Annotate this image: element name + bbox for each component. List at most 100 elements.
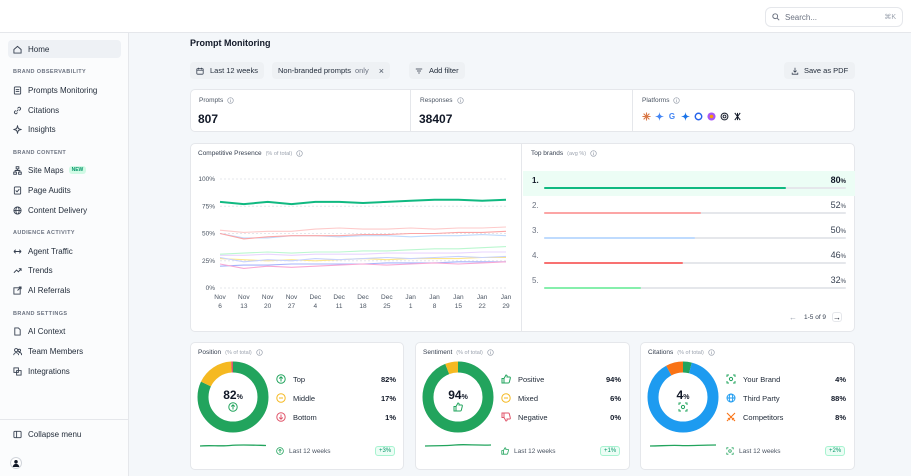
grok-icon[interactable]: [732, 111, 742, 121]
sidebar-item-content-delivery[interactable]: Content Delivery: [8, 201, 121, 219]
x-tick-label: Jan 22: [477, 294, 488, 310]
brand-row[interactable]: 2. 52%: [523, 196, 855, 221]
search-input[interactable]: Search... ⌘K: [765, 7, 903, 27]
info-icon[interactable]: [487, 349, 494, 356]
prompts-label: Prompts: [199, 97, 234, 104]
prompt-filter-chip[interactable]: Non-branded prompts only ×: [272, 62, 390, 79]
copilot-icon[interactable]: [693, 111, 703, 121]
info-icon[interactable]: [296, 150, 303, 157]
x-tick-label: Dec 11: [333, 294, 345, 310]
sidebar-item-trends[interactable]: Trends: [8, 261, 121, 279]
section-brand-observability: BRAND OBSERVABILITY: [13, 69, 87, 75]
footer-label: Last 12 weeks: [739, 447, 781, 455]
thumbs-up-icon: [453, 402, 463, 412]
sidebar-item-site-maps[interactable]: Site Maps NEW: [8, 161, 121, 179]
date-filter-label: Last 12 weeks: [210, 66, 258, 75]
prompt-filter-label: Non-branded prompts: [278, 66, 351, 75]
sidebar-item-label: Team Members: [28, 346, 84, 356]
pagination: ← 1-5 of 9 →: [788, 312, 843, 322]
sparkle-icon: [13, 124, 22, 134]
brand-row[interactable]: 3. 50%: [523, 221, 855, 246]
legend-label: Middle: [293, 393, 316, 403]
thumbs-down-icon: [501, 412, 511, 422]
sidebar-item-label: Prompts Monitoring: [28, 85, 98, 95]
google-ai-icon[interactable]: [680, 111, 690, 121]
target-icon: [726, 447, 734, 455]
file-icon: [14, 326, 21, 336]
legend-your-brand: Your Brand: [726, 374, 780, 384]
brand-rank: 1.: [532, 176, 539, 185]
meta-ai-icon[interactable]: [706, 111, 716, 121]
info-icon[interactable]: [673, 97, 681, 104]
sidebar-item-ai-context[interactable]: AI Context: [8, 322, 121, 340]
sidebar: Home BRAND OBSERVABILITY Prompts Monitor…: [0, 33, 129, 476]
top-brands-title: Top brands (avg %): [531, 150, 597, 157]
sidebar-item-label: Agent Traffic: [28, 246, 73, 256]
save-pdf-button[interactable]: Save as PDF: [784, 62, 856, 79]
sidebar-item-agent-traffic[interactable]: Agent Traffic: [8, 242, 121, 260]
thumbs-up-icon: [501, 374, 511, 384]
prev-page-button[interactable]: ←: [789, 312, 797, 322]
platforms-label: Platforms: [642, 97, 681, 104]
donut-segment: [647, 361, 719, 433]
sitemap-icon: [13, 165, 22, 175]
y-tick-label: 0%: [206, 285, 216, 292]
competitive-title-text: Competitive Presence: [198, 150, 262, 157]
info-icon[interactable]: [256, 349, 263, 356]
brand-bar: [544, 237, 695, 239]
info-icon[interactable]: [708, 349, 715, 356]
add-filter-button[interactable]: Add filter: [409, 62, 465, 79]
prompts-label-text: Prompts: [199, 97, 224, 104]
sidebar-item-page-audits[interactable]: Page Audits: [8, 181, 121, 199]
section-brand-content: BRAND CONTENT: [13, 150, 67, 156]
legend-negative: Negative: [501, 412, 548, 422]
sidebar-item-citations[interactable]: Citations: [8, 101, 121, 119]
legend-label: Top: [293, 374, 306, 384]
google-icon[interactable]: G: [668, 111, 676, 121]
x-tick-label: Nov 27: [286, 294, 298, 310]
date-filter-chip[interactable]: Last 12 weeks: [190, 62, 264, 79]
competitive-subtitle: (% of total): [265, 150, 293, 157]
legend-competitors: Competitors: [726, 412, 783, 422]
position-center-number: 82: [223, 388, 237, 402]
sidebar-item-home[interactable]: Home: [8, 40, 121, 58]
series-line: [219, 255, 507, 263]
avatar[interactable]: [10, 457, 22, 469]
info-icon[interactable]: [227, 97, 234, 104]
sidebar-item-prompts-monitoring[interactable]: Prompts Monitoring: [8, 81, 121, 99]
brand-row[interactable]: 4. 46%: [523, 246, 855, 271]
next-page-button[interactable]: →: [832, 312, 843, 322]
gemini-icon[interactable]: [654, 111, 664, 121]
citations-sparkline: [650, 444, 716, 447]
collapse-menu-label: Collapse menu: [28, 429, 82, 439]
sidebar-item-label: Trends: [28, 265, 53, 275]
citations-subtitle: (% of total): [677, 349, 704, 356]
collapse-menu-button[interactable]: Collapse menu: [8, 425, 121, 443]
citations-title-text: Citations: [648, 349, 674, 356]
brand-row[interactable]: 1. 80%: [523, 171, 855, 196]
brand-percentage: 52%: [831, 200, 846, 210]
brand-bar: [544, 187, 786, 189]
filter-icon: [415, 68, 423, 73]
brand-value: 52: [830, 200, 841, 210]
sidebar-item-label: Insights: [28, 124, 56, 134]
chatgpt-icon[interactable]: [719, 111, 729, 121]
sidebar-item-integrations[interactable]: Integrations: [8, 362, 121, 380]
claude-icon[interactable]: [641, 111, 651, 121]
info-icon[interactable]: [456, 97, 464, 104]
legend-value: 82%: [380, 375, 396, 384]
brand-unit: %: [840, 179, 846, 185]
platforms-label-text: Platforms: [642, 97, 670, 104]
brand-row[interactable]: 5. 32%: [523, 271, 855, 296]
info-icon[interactable]: [590, 150, 597, 157]
sidebar-item-insights[interactable]: Insights: [8, 120, 121, 138]
close-icon[interactable]: ×: [378, 65, 384, 76]
sidebar-item-label: Page Audits: [28, 185, 71, 195]
sidebar-item-ai-referrals[interactable]: AI Referrals: [8, 281, 121, 299]
competitive-line-chart: 100% 75% 50% 25% 0% Nov 6 Nov 13 Nov 20 Nov 27 Dec 4 De…: [198, 176, 512, 310]
legend-bottom: Bottom: [276, 412, 317, 422]
brand-bar: [544, 287, 641, 289]
sidebar-item-team-members[interactable]: Team Members: [8, 342, 121, 360]
sidebar-item-label: AI Context: [28, 326, 66, 336]
x-tick-label: Jan 29: [501, 294, 512, 310]
